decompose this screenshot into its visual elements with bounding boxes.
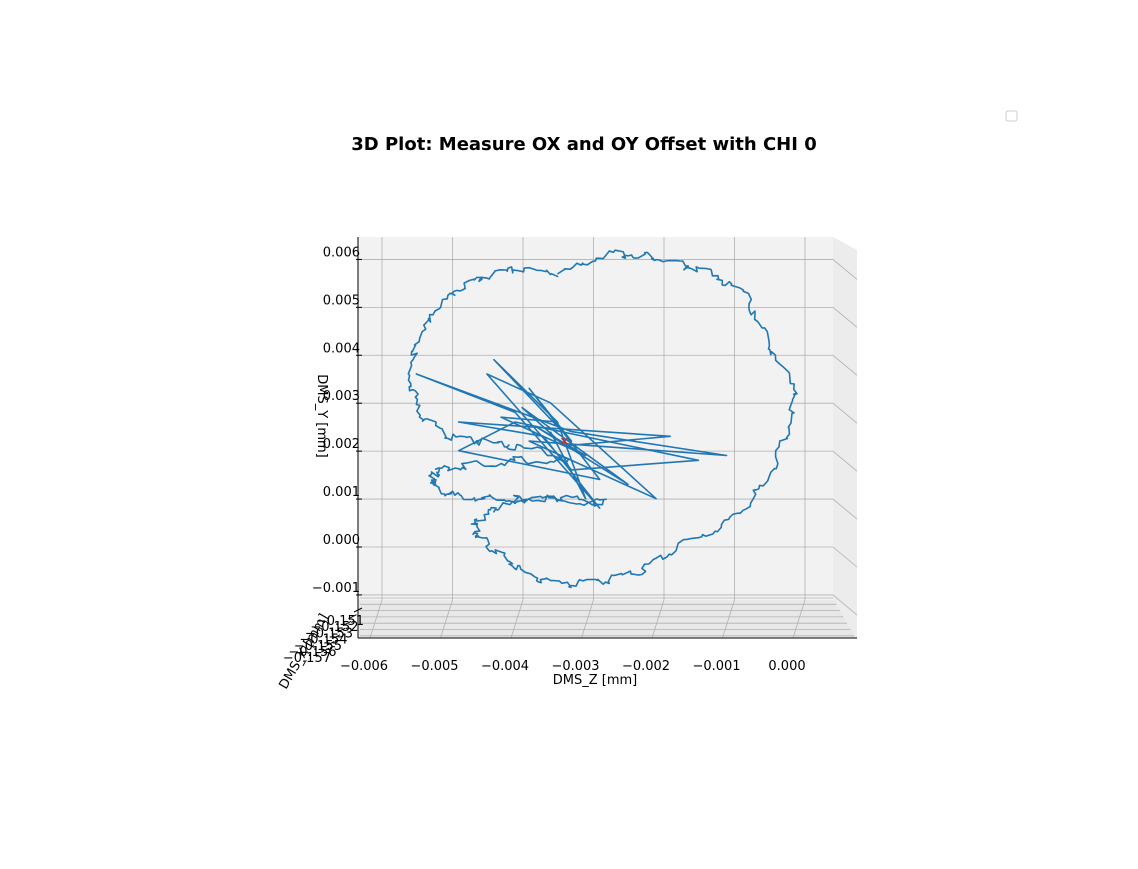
center-marker-x (560, 437, 568, 445)
tick-labels: −0.006 −0.005 −0.004 −0.003 −0.002 −0.001 0.00… (283, 245, 806, 674)
y-tick-label: −0.001 (312, 581, 360, 596)
z-tick-mark (326, 641, 335, 646)
y-side-grid-line (832, 402, 858, 424)
legend-box (1005, 110, 1018, 122)
grid-lines (358, 237, 858, 639)
y-tick-label: 0.002 (323, 437, 360, 452)
z-tick-mark (331, 634, 341, 640)
z-tick-label: −0.157 (283, 651, 331, 666)
y-side-grid-line (832, 307, 858, 328)
data-series (407, 249, 798, 589)
y-side-grid-line (832, 498, 858, 520)
y-side-grid-line (832, 450, 858, 472)
axes-spines (320, 237, 857, 653)
z-tick-label: −0.154 (299, 633, 347, 648)
series-line (407, 249, 798, 589)
chart-title: 3D Plot: Measure OX and OY Offset with C… (351, 134, 816, 155)
z-tick-label: −0.155 (294, 639, 342, 654)
z-tick-label: −0.151 (316, 614, 364, 629)
x-tick-label: −0.001 (692, 659, 740, 674)
y-axis-label: DMS_Y [mm] (314, 374, 329, 458)
z-tick-mark (342, 620, 352, 626)
x-floor-grid-line (369, 599, 383, 639)
x-tick-label: −0.002 (622, 659, 670, 674)
x-floor-grid-line (440, 599, 453, 639)
x-tick-label: −0.006 (340, 659, 388, 674)
x-tick-label: −0.005 (410, 659, 458, 674)
x-tick-label: −0.004 (481, 659, 529, 674)
floor-pane (358, 600, 857, 638)
y-side-grid-line (832, 354, 858, 376)
y-tick-label: 0.000 (323, 533, 360, 548)
x-floor-grid-line (510, 599, 524, 639)
z-tick-mark (337, 627, 346, 633)
axes-panes (358, 237, 857, 638)
x-axis-label: DMS_Z [mm] (553, 673, 638, 688)
right-pane (833, 237, 857, 638)
x-floor-grid-line (792, 599, 806, 639)
x-floor-grid-line (722, 599, 735, 639)
z-tick-label: −0.152 (310, 620, 358, 635)
x-floor-grid-line (581, 599, 594, 639)
z-tick-label: −0.153 (305, 626, 353, 641)
y-tick-label: 0.004 (323, 341, 360, 356)
y-tick-label: 0.006 (323, 245, 360, 260)
y-side-grid-line (832, 594, 858, 616)
z-tick-label: −0.156 (288, 645, 336, 660)
y-tick-label: 0.005 (323, 293, 360, 308)
series-line (415, 358, 728, 510)
y-tick-label: 0.003 (323, 389, 360, 404)
z-tick-mark (348, 614, 357, 620)
x-tick-label: −0.003 (551, 659, 599, 674)
x-tick-label: 0.000 (768, 659, 805, 674)
x-floor-grid-line (651, 599, 665, 639)
z-tick-mark (320, 647, 330, 653)
y-side-grid-line (832, 546, 858, 568)
back-pane (358, 237, 833, 600)
y-tick-label: 0.001 (323, 485, 360, 500)
y-side-grid-line (832, 259, 858, 280)
